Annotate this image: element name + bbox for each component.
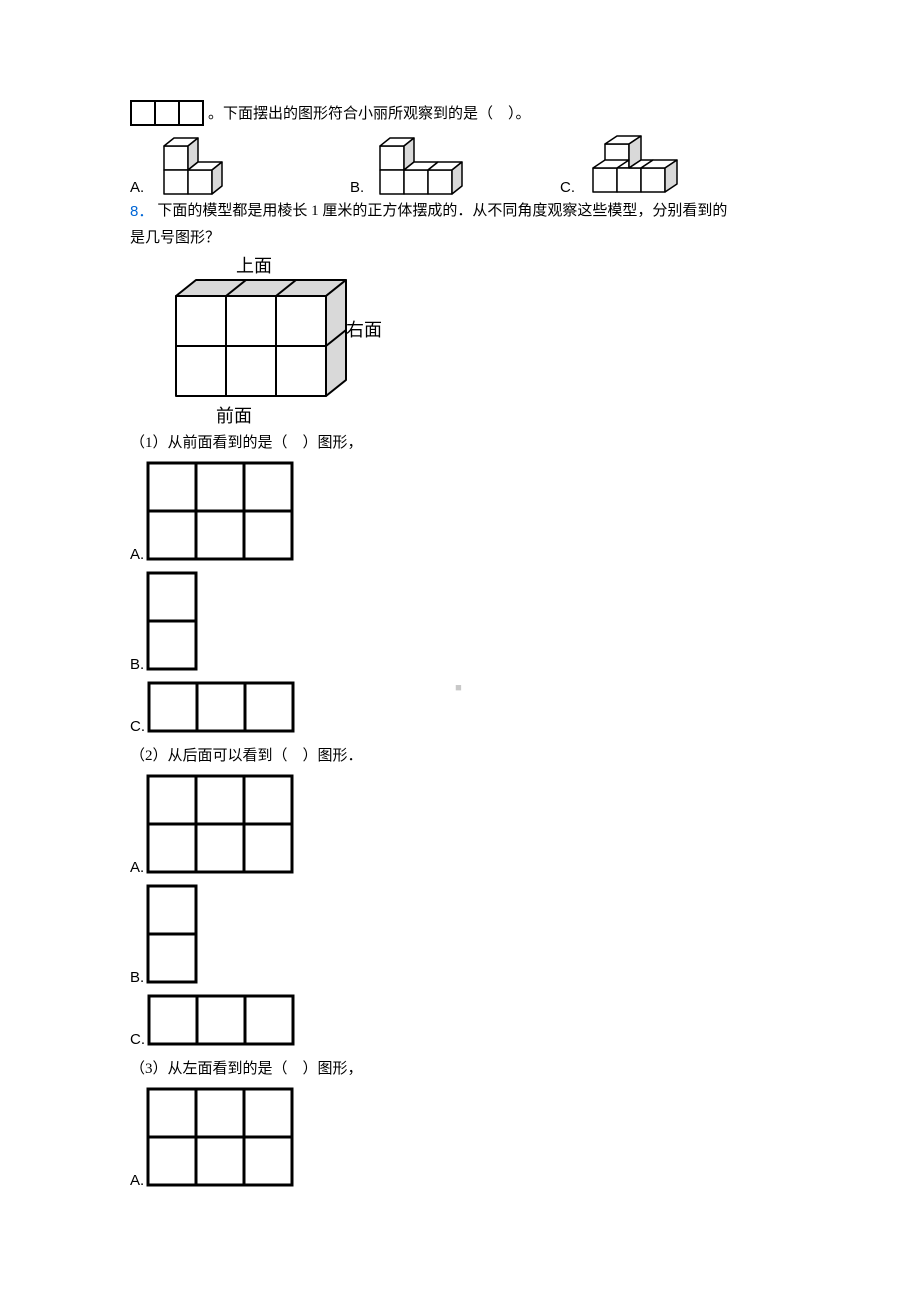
q8-2-b: B. xyxy=(130,884,790,986)
grid-1x3 xyxy=(147,681,299,735)
opt-label: A. xyxy=(130,1172,144,1189)
q8-number: 8． xyxy=(130,198,153,225)
grid-2x1 xyxy=(146,884,202,986)
grid-2x3 xyxy=(146,1087,298,1189)
grid-2x1 xyxy=(146,571,202,673)
q8-model: 上面 右面 前面 xyxy=(146,256,790,426)
q7-options-row: A. xyxy=(130,134,790,196)
grid-2x3 xyxy=(146,461,298,563)
q7-option-b: B. xyxy=(350,134,560,196)
q8-line1: 8． 下面的模型都是用棱长 1 厘米的正方体摆成的．从不同角度观察这些模型，分别… xyxy=(130,198,790,225)
q8-1-a: A. xyxy=(130,461,790,563)
page: 。下面摆出的图形符合小丽所观察到的是（ ）。 A. xyxy=(0,0,920,1257)
opt-label: B. xyxy=(130,969,144,986)
opt-label: B. xyxy=(130,656,144,673)
opt-label: A. xyxy=(130,546,144,563)
q7-tail-line: 。下面摆出的图形符合小丽所观察到的是（ ）。 xyxy=(130,100,790,128)
q7-option-a: A. xyxy=(130,134,350,196)
watermark: ■ xyxy=(455,682,465,694)
label-right: 右面 xyxy=(346,320,382,340)
label-front: 前面 xyxy=(216,406,252,426)
q8-sub3: （3）从左面看到的是（ ）图形， xyxy=(130,1056,790,1083)
opt-label: B. xyxy=(350,179,364,196)
q7-top-grid xyxy=(130,100,208,128)
q7-iso-c xyxy=(577,134,707,196)
q8-1-b: B. xyxy=(130,571,790,673)
q7-tail-text: 。下面摆出的图形符合小丽所观察到的是（ ）。 xyxy=(208,101,531,128)
grid-1x3 xyxy=(147,994,299,1048)
q7-option-c: C. xyxy=(560,134,707,196)
q8-2-a: A. xyxy=(130,774,790,876)
q8-sub2: （2）从后面可以看到（ ）图形． xyxy=(130,743,790,770)
opt-label: C. xyxy=(560,179,575,196)
q8-3-a: A. xyxy=(130,1087,790,1189)
q8-sub1: （1）从前面看到的是（ ）图形， xyxy=(130,430,790,457)
grid-2x3 xyxy=(146,774,298,876)
opt-label: C. xyxy=(130,1031,145,1048)
q8-2-c: C. xyxy=(130,994,790,1048)
opt-label: A. xyxy=(130,859,144,876)
q8-text2: 是几号图形？ xyxy=(130,225,220,252)
label-top: 上面 xyxy=(236,256,272,276)
q8-text1: 下面的模型都是用棱长 1 厘米的正方体摆成的．从不同角度观察这些模型，分别看到的 xyxy=(157,198,727,225)
q8-line2: 是几号图形？ xyxy=(130,225,790,252)
opt-label: A. xyxy=(130,179,144,196)
opt-label: C. xyxy=(130,718,145,735)
q7-iso-b xyxy=(366,134,486,196)
q7-iso-a xyxy=(146,134,256,196)
